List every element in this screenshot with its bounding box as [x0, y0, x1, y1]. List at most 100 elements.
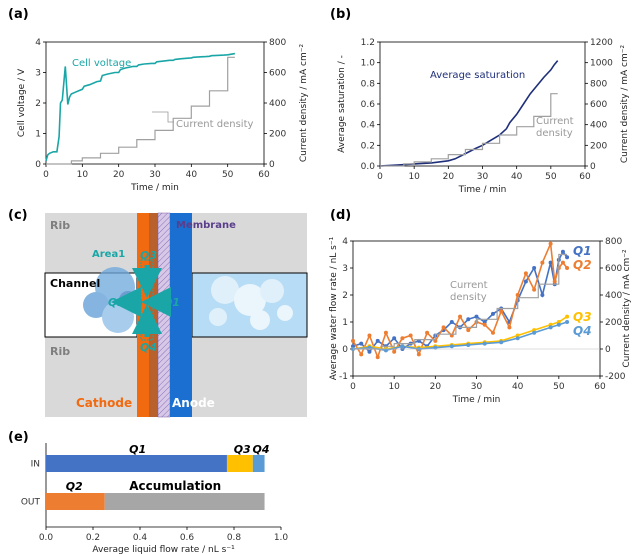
- y2-tick-label: -200: [605, 372, 626, 382]
- bar-accumulation: [104, 493, 265, 510]
- data-point-q1: [392, 336, 397, 341]
- q2-label: Q2: [108, 296, 125, 309]
- y-tick-label: 3: [342, 264, 348, 274]
- data-point-q2: [548, 241, 553, 246]
- x-tick-label: 50: [222, 170, 234, 180]
- x-tick-label: 40: [512, 382, 524, 392]
- y-tick-label: 0.8: [361, 79, 376, 89]
- y2-tick-label: 200: [269, 130, 286, 140]
- y-tick-label: 1.0: [361, 59, 376, 69]
- data-point-q4: [383, 348, 388, 353]
- data-point-q4: [556, 322, 561, 327]
- data-point-q4: [565, 320, 570, 324]
- flow-arrows: [111, 265, 171, 337]
- x-tick-label: 30: [149, 170, 161, 180]
- data-point-q1: [540, 293, 545, 297]
- q1-label: Q1: [163, 296, 180, 309]
- category-label-in: IN: [31, 460, 40, 470]
- x-tick-label: 0.2: [86, 533, 100, 543]
- x-tick-label: 60: [579, 172, 591, 182]
- bar-q1: [46, 455, 227, 472]
- y2-tick-label: 600: [605, 264, 622, 274]
- x-tick-label: 10: [388, 382, 400, 392]
- x-tick-label: 10: [77, 170, 89, 180]
- series-label-q2: Q2: [573, 258, 592, 272]
- y-tick-label: 0.4: [361, 121, 376, 131]
- data-point-q2: [490, 330, 495, 335]
- x-tick-label: 0.0: [39, 533, 54, 543]
- y-axis-label: Cell voltage / V: [17, 68, 27, 137]
- data-point-q1: [359, 341, 364, 346]
- data-point-q2: [515, 293, 520, 297]
- data-point-q1: [560, 249, 565, 254]
- data-point-q1: [565, 255, 570, 260]
- panel-a-label: (a): [8, 7, 29, 22]
- data-point-q1: [523, 279, 528, 284]
- y-tick-label: 1.2: [361, 38, 375, 48]
- x-tick-label: 0.4: [133, 533, 148, 543]
- bar-label-q1: Q1: [129, 443, 146, 456]
- y-tick-label: 0: [342, 345, 348, 355]
- panel-e-label: (e): [8, 430, 29, 445]
- data-point-q1: [490, 311, 495, 316]
- data-point-q2: [425, 330, 430, 335]
- series-label-q3: Q3: [573, 310, 592, 324]
- x-axis-label: Time / min: [452, 395, 501, 405]
- y2-tick-label: 400: [269, 99, 286, 109]
- bar-label-q3: Q3: [234, 443, 251, 456]
- data-point-q4: [466, 342, 471, 347]
- y2-tick-label: 600: [269, 69, 286, 79]
- panel-b-label: (b): [330, 7, 351, 22]
- y-axis-label: Average saturation / -: [337, 55, 347, 153]
- panel-c-label: (c): [8, 208, 28, 223]
- data-point-q2: [507, 325, 512, 330]
- y2-tick-label: 600: [590, 100, 607, 110]
- panel-c-schematic: (c) Rib Rib Membrane Area1 Channel Ca: [8, 208, 308, 418]
- x-tick-label: 0.6: [180, 533, 195, 543]
- data-point-q4: [515, 336, 520, 341]
- y-tick-label: 4: [35, 38, 41, 48]
- bar-label-q4: Q4: [253, 443, 270, 456]
- y2-tick-label: 0: [590, 162, 596, 172]
- panel-d-chart: (d) 0 10 20 30 40 50 60-101234-200020040060080…: [329, 208, 632, 405]
- series-label-q1: Q1: [573, 244, 592, 258]
- x-axis-label: Time / min: [130, 183, 179, 193]
- x-tick-label: 20: [443, 172, 455, 182]
- data-point-q2: [441, 325, 446, 330]
- data-point-q2: [458, 314, 463, 319]
- x-tick-label: 40: [511, 172, 523, 182]
- x-tick-label: 30: [471, 382, 483, 392]
- y2-axis-label: Current density / mA cm⁻²: [620, 44, 630, 163]
- data-point-q2: [416, 352, 421, 357]
- bar-q2: [46, 493, 105, 510]
- anode-layer: [170, 213, 192, 417]
- q3-label: Q3: [140, 249, 157, 262]
- data-point-q1: [466, 317, 471, 322]
- y-tick-label: 1: [342, 318, 348, 328]
- rib-bottom-label: Rib: [50, 345, 70, 358]
- series-line-current-density: [380, 93, 558, 167]
- x-tick-label: 30: [477, 172, 489, 182]
- x-tick-label: 0.8: [227, 533, 242, 543]
- y-tick-label: 0: [35, 160, 41, 170]
- y2-axis-label: Current density / mA cm⁻²: [622, 249, 632, 368]
- x-tick-label: 0: [377, 172, 383, 182]
- channel-label: Channel: [50, 277, 100, 290]
- x-tick-label: 50: [553, 382, 565, 392]
- data-point-q4: [400, 344, 405, 349]
- data-point-q1: [375, 338, 380, 343]
- x-tick-label: 20: [430, 382, 442, 392]
- x-tick-label: 0: [350, 382, 356, 392]
- data-point-q2: [523, 271, 528, 276]
- data-point-q2: [552, 279, 557, 284]
- y-tick-label: 0.6: [361, 100, 376, 110]
- membrane-layer: [157, 212, 171, 418]
- y2-tick-label: 0: [269, 160, 275, 170]
- y2-tick-label: 800: [605, 237, 622, 247]
- data-point-q2: [392, 349, 397, 354]
- data-point-q2: [565, 266, 570, 270]
- y2-tick-label: 1200: [590, 38, 613, 48]
- data-point-q2: [383, 330, 388, 335]
- data-point-q3: [565, 314, 570, 319]
- data-point-q2: [351, 338, 355, 343]
